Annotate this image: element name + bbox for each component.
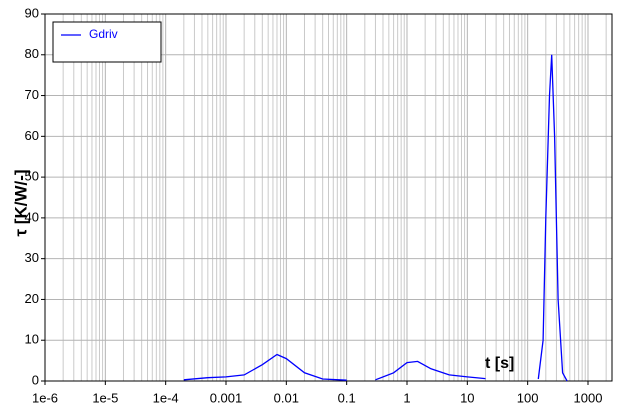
x-tick-label: 0.001 xyxy=(210,390,243,405)
y-tick-label: 10 xyxy=(25,332,39,347)
y-tick-label: 20 xyxy=(25,291,39,306)
legend-box xyxy=(52,21,162,63)
y-tick-label: 70 xyxy=(25,87,39,102)
y-tick-label: 60 xyxy=(25,128,39,143)
y-tick-label: 80 xyxy=(25,46,39,61)
y-tick-label: 50 xyxy=(25,169,39,184)
x-tick-label: 0.1 xyxy=(338,390,356,405)
y-axis-label: τ [K/W/-] xyxy=(11,169,30,236)
x-tick-label: 10 xyxy=(460,390,474,405)
annotation: t [s] xyxy=(485,355,514,372)
x-tick-label: 1e-5 xyxy=(92,390,118,405)
x-tick-label: 1 xyxy=(403,390,410,405)
plot-frame xyxy=(44,13,613,382)
line-series xyxy=(183,54,568,382)
y-tick-label: 0 xyxy=(32,372,39,387)
y-tick-label: 90 xyxy=(25,5,39,20)
x-tick-label: 1e-4 xyxy=(153,390,179,405)
x-tick-label: 0.01 xyxy=(274,390,299,405)
x-tick-label: 1e-6 xyxy=(32,390,58,405)
y-tick-label: 40 xyxy=(25,209,39,224)
x-tick-label: 1000 xyxy=(574,390,603,405)
legend-label: Gdriv xyxy=(89,27,118,41)
x-tick-label: 100 xyxy=(517,390,539,405)
y-tick-label: 30 xyxy=(25,250,39,265)
